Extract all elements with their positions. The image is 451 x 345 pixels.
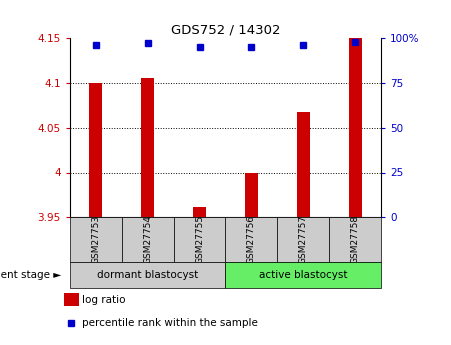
Text: GSM27754: GSM27754 xyxy=(143,215,152,264)
Bar xyxy=(70,217,122,262)
Bar xyxy=(193,207,206,217)
Bar xyxy=(297,111,310,217)
Bar xyxy=(141,78,154,217)
Text: log ratio: log ratio xyxy=(82,295,126,305)
Text: GSM27755: GSM27755 xyxy=(195,215,204,264)
Bar xyxy=(122,217,174,262)
Text: GSM27757: GSM27757 xyxy=(299,215,308,264)
Text: GSM27753: GSM27753 xyxy=(92,215,100,264)
Bar xyxy=(64,294,79,306)
Bar xyxy=(70,262,226,288)
Bar xyxy=(226,217,277,262)
Bar xyxy=(277,217,329,262)
Bar xyxy=(174,217,226,262)
Bar xyxy=(329,217,381,262)
Text: development stage ►: development stage ► xyxy=(0,270,61,280)
Text: GSM27756: GSM27756 xyxy=(247,215,256,264)
Text: dormant blastocyst: dormant blastocyst xyxy=(97,270,198,280)
Title: GDS752 / 14302: GDS752 / 14302 xyxy=(171,24,280,37)
Text: GSM27758: GSM27758 xyxy=(351,215,359,264)
Text: percentile rank within the sample: percentile rank within the sample xyxy=(82,318,258,328)
Bar xyxy=(89,83,102,217)
Bar xyxy=(349,38,362,217)
Text: active blastocyst: active blastocyst xyxy=(259,270,348,280)
Bar xyxy=(226,262,381,288)
Bar xyxy=(245,174,258,217)
